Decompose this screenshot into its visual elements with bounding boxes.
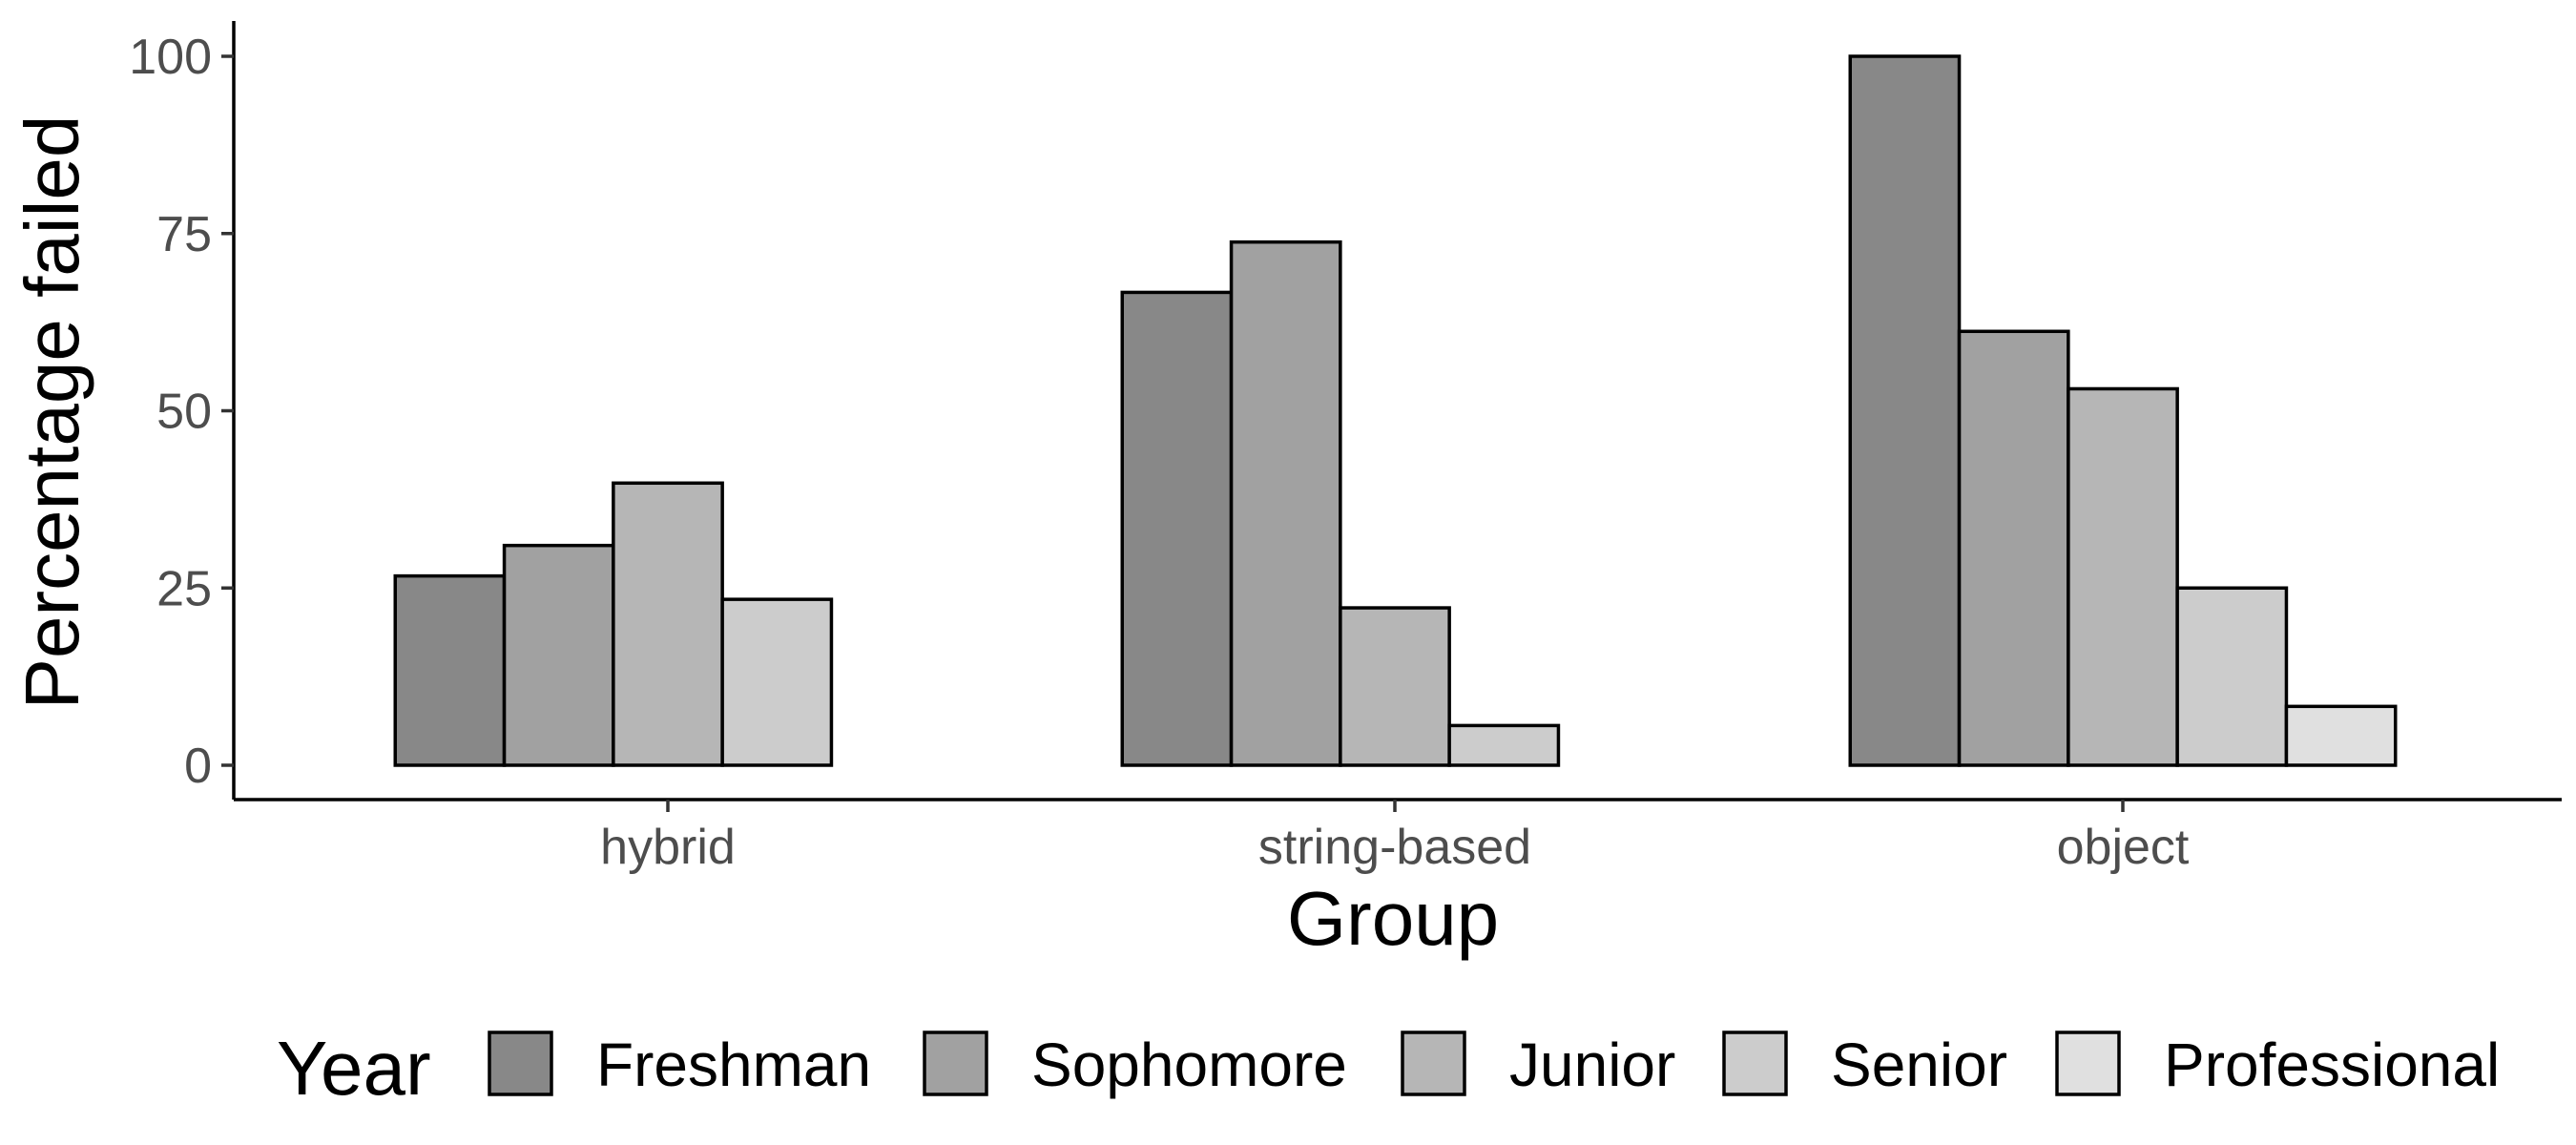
bar-string-based-sophomore [1229, 239, 1342, 767]
legend-label-junior: Junior [1509, 1030, 1675, 1099]
legend-key-sophomore [923, 1030, 988, 1096]
bar-string-based-freshman [1120, 290, 1234, 767]
legend-label-sophomore: Sophomore [1031, 1030, 1347, 1099]
x-tick-label-object: object [2057, 820, 2190, 875]
x-axis-title: Group [1287, 876, 1499, 961]
y-tick-label: 100 [129, 30, 212, 85]
x-ticks: hybrid string-based object [600, 800, 2190, 875]
bar-hybrid-freshman [393, 573, 507, 767]
bar-hybrid-senior [720, 597, 834, 767]
x-tick-label-hybrid: hybrid [600, 820, 736, 875]
legend-key-freshman [488, 1030, 553, 1096]
legend-key-junior [1401, 1030, 1466, 1096]
y-tick-label: 0 [184, 739, 212, 794]
y-tick-label: 25 [156, 561, 212, 616]
bar-hybrid-junior [612, 481, 724, 767]
legend: Year Freshman Sophomore Junior Senior Profes… [277, 1026, 2500, 1111]
bars-layer [393, 54, 2398, 767]
bar-object-freshman [1848, 54, 1962, 767]
bar-object-senior [2175, 586, 2289, 767]
bar-object-professional [2284, 704, 2398, 767]
legend-title: Year [277, 1026, 431, 1111]
y-axis-title: Percentage failed [10, 115, 94, 710]
bar-object-sophomore [1957, 329, 2070, 767]
bar-object-junior [2067, 386, 2179, 767]
y-ticks: 0 25 50 75 100 [129, 30, 234, 794]
y-tick-label: 75 [156, 207, 212, 262]
legend-label-senior: Senior [1831, 1030, 2007, 1099]
x-tick-label-string-based: string-based [1258, 820, 1531, 875]
legend-label-professional: Professional [2164, 1030, 2500, 1099]
bar-string-based-junior [1339, 606, 1451, 767]
y-tick-label: 50 [156, 385, 212, 440]
bar-string-based-senior [1447, 723, 1561, 767]
legend-key-professional [2055, 1030, 2121, 1096]
bar-hybrid-sophomore [502, 543, 615, 767]
legend-key-senior [1722, 1030, 1788, 1096]
legend-label-freshman: Freshman [596, 1030, 871, 1099]
